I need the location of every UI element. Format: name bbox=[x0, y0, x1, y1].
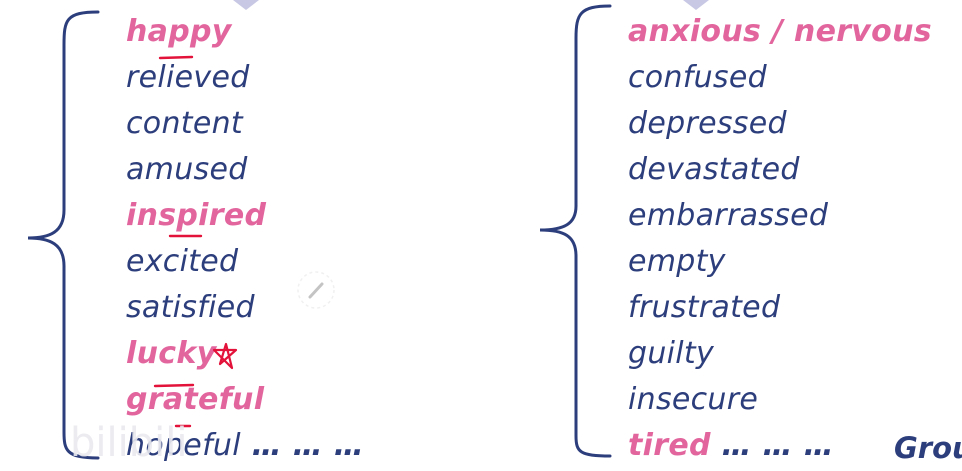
word-text: happy bbox=[126, 14, 232, 49]
word-text: empty bbox=[628, 244, 726, 279]
word-text: lucky bbox=[126, 336, 217, 371]
ellipsis-suffix: … … … bbox=[710, 428, 834, 463]
right-curly-brace bbox=[540, 4, 612, 458]
left-word-hopeful: hopeful … … … bbox=[126, 428, 364, 464]
right-word-empty: empty bbox=[628, 244, 726, 280]
pencil-cursor-icon bbox=[297, 271, 335, 309]
word-text: amused bbox=[126, 152, 248, 187]
word-text: tired bbox=[628, 428, 711, 463]
word-text: anxious / nervous bbox=[628, 14, 932, 49]
left-word-inspired: inspired bbox=[126, 198, 266, 234]
left-word-lucky: lucky bbox=[126, 336, 216, 372]
left-word-excited: excited bbox=[126, 244, 238, 280]
word-text: excited bbox=[126, 244, 239, 279]
right-pointer-icon bbox=[683, 0, 709, 10]
word-text: frustrated bbox=[628, 290, 781, 325]
watermark-logo: bilibili bbox=[70, 420, 188, 466]
left-brace-path bbox=[28, 10, 100, 460]
left-word-amused: amused bbox=[126, 152, 248, 188]
right-word-embarrassed: embarrassed bbox=[628, 198, 828, 234]
word-text: satisfied bbox=[126, 290, 255, 325]
word-text: inspired bbox=[126, 198, 267, 233]
corner-label: Grou bbox=[894, 431, 962, 465]
word-text: depressed bbox=[628, 106, 787, 141]
word-text: confused bbox=[628, 60, 767, 95]
right-word-anxious-nervous: anxious / nervous bbox=[628, 14, 932, 50]
star-doodle-icon bbox=[212, 342, 238, 370]
word-text: relieved bbox=[126, 60, 250, 95]
right-brace-path bbox=[540, 4, 612, 458]
left-word-content: content bbox=[126, 106, 243, 142]
right-word-depressed: depressed bbox=[628, 106, 787, 142]
right-word-confused: confused bbox=[628, 60, 767, 96]
underline-grateful bbox=[153, 383, 195, 388]
left-word-satisfied: satisfied bbox=[126, 290, 255, 326]
word-text: devastated bbox=[628, 152, 800, 187]
word-text: grateful bbox=[126, 382, 265, 417]
left-word-relieved: relieved bbox=[126, 60, 250, 96]
right-word-insecure: insecure bbox=[628, 382, 758, 418]
word-text: content bbox=[126, 106, 243, 141]
word-text: hopeful bbox=[126, 428, 241, 463]
right-word-guilty: guilty bbox=[628, 336, 714, 372]
right-word-devastated: devastated bbox=[628, 152, 800, 188]
right-word-tired: tired … … … bbox=[628, 428, 834, 464]
right-word-frustrated: frustrated bbox=[628, 290, 780, 326]
word-text: embarrassed bbox=[628, 198, 829, 233]
left-word-grateful: grateful bbox=[126, 382, 264, 418]
left-word-happy: happy bbox=[126, 14, 232, 50]
ellipsis-suffix: … … … bbox=[240, 428, 365, 463]
left-pointer-icon bbox=[233, 0, 259, 10]
word-text: guilty bbox=[628, 336, 715, 371]
word-text: insecure bbox=[628, 382, 759, 417]
left-curly-brace bbox=[28, 10, 100, 460]
underline-happy bbox=[158, 55, 194, 60]
